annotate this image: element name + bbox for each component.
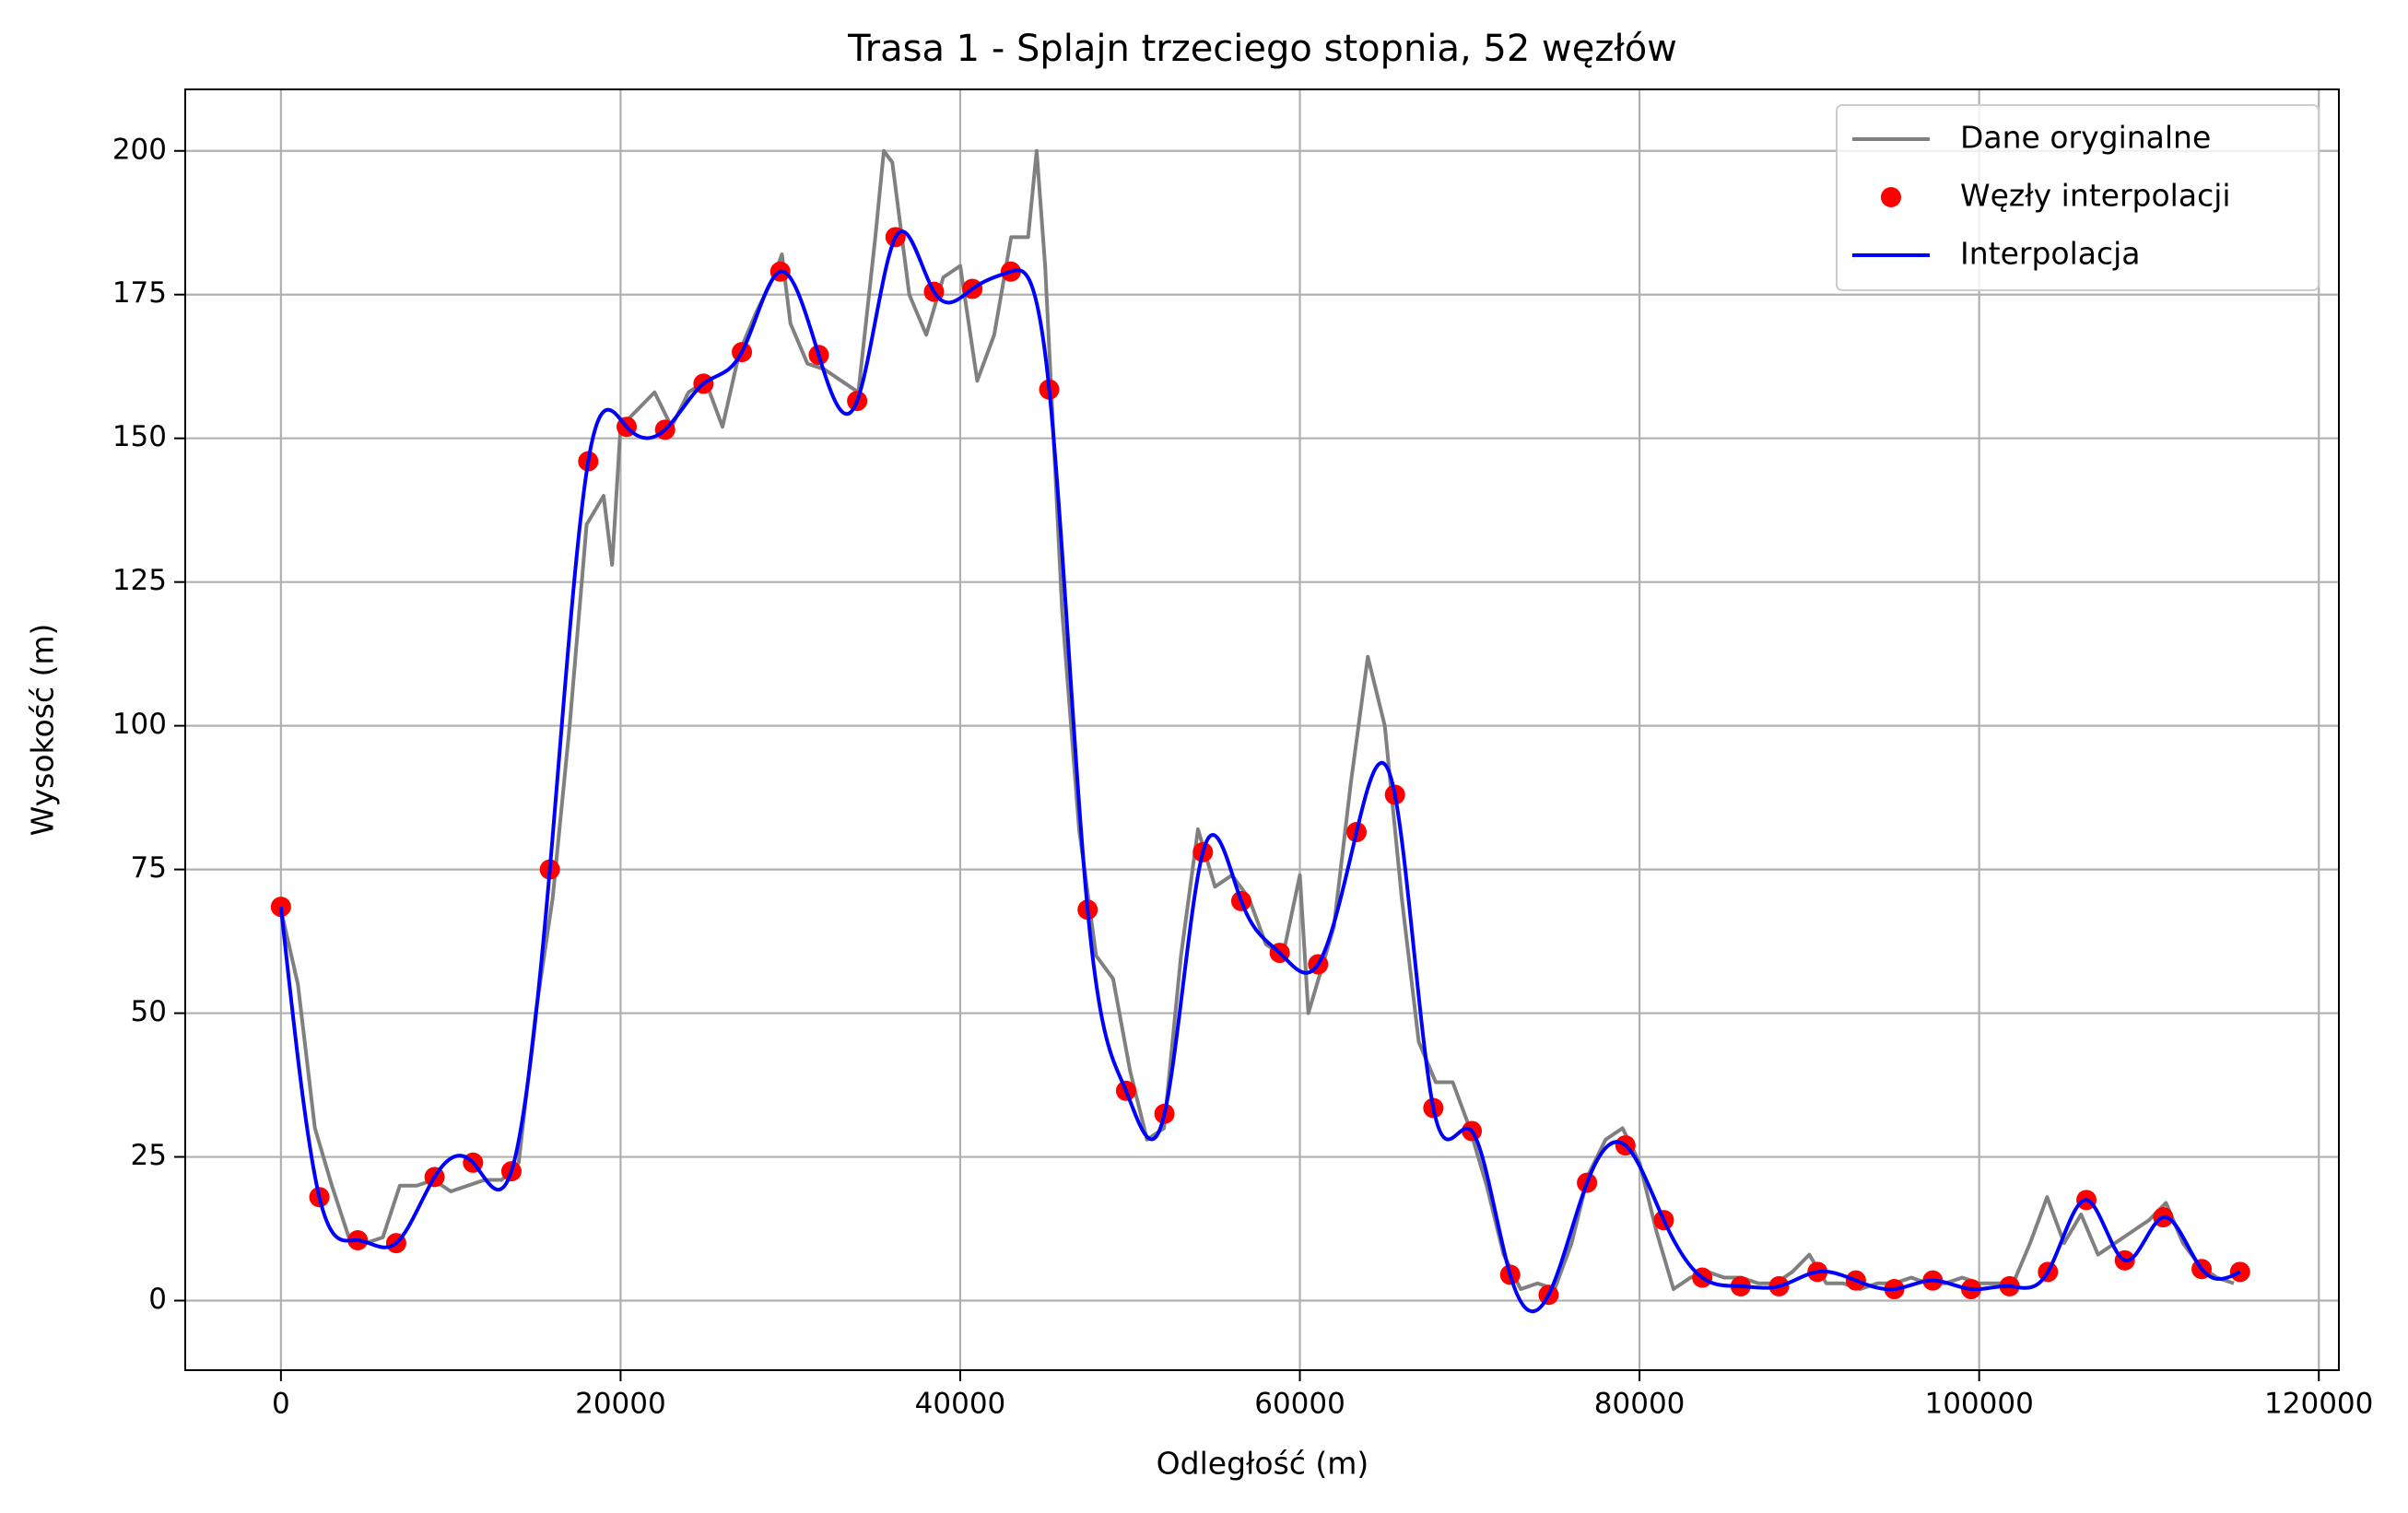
y-tick-label: 200 <box>112 133 167 166</box>
plot-frame <box>184 88 2340 1371</box>
y-axis-label: Wysokość (m) <box>25 624 61 837</box>
x-axis-label: Odległość (m) <box>1157 1446 1369 1482</box>
interpolation-line <box>278 229 2241 1314</box>
x-tick-label: 20000 <box>575 1388 666 1421</box>
x-tick-label: 120000 <box>2264 1388 2373 1421</box>
legend-label: Interpolacja <box>1960 236 2141 272</box>
legend-label: Dane oryginalne <box>1960 120 2211 156</box>
x-tick-label: 0 <box>272 1388 290 1421</box>
y-tick-label: 75 <box>131 851 167 885</box>
node-marker <box>2229 1261 2250 1283</box>
y-tick-label: 25 <box>131 1139 167 1172</box>
y-tick-label: 175 <box>112 276 167 310</box>
legend-label: Węzły interpolacji <box>1960 178 2231 214</box>
chart-title: Trasa 1 - Splajn trzeciego stopnia, 52 w… <box>847 28 1677 70</box>
x-tick-label: 40000 <box>915 1388 1006 1421</box>
legend-swatch <box>1881 187 1901 207</box>
x-tick-label: 100000 <box>1924 1388 2033 1421</box>
x-tick-label: 60000 <box>1254 1388 1345 1421</box>
data-line <box>278 148 2235 1292</box>
x-tick-label: 80000 <box>1594 1388 1686 1421</box>
legend-box <box>1836 104 2320 291</box>
y-tick-label: 100 <box>112 708 167 741</box>
y-tick-label: 125 <box>112 564 167 597</box>
y-tick-label: 50 <box>131 995 167 1028</box>
y-tick-label: 0 <box>148 1283 167 1316</box>
y-tick-label: 150 <box>112 420 167 453</box>
